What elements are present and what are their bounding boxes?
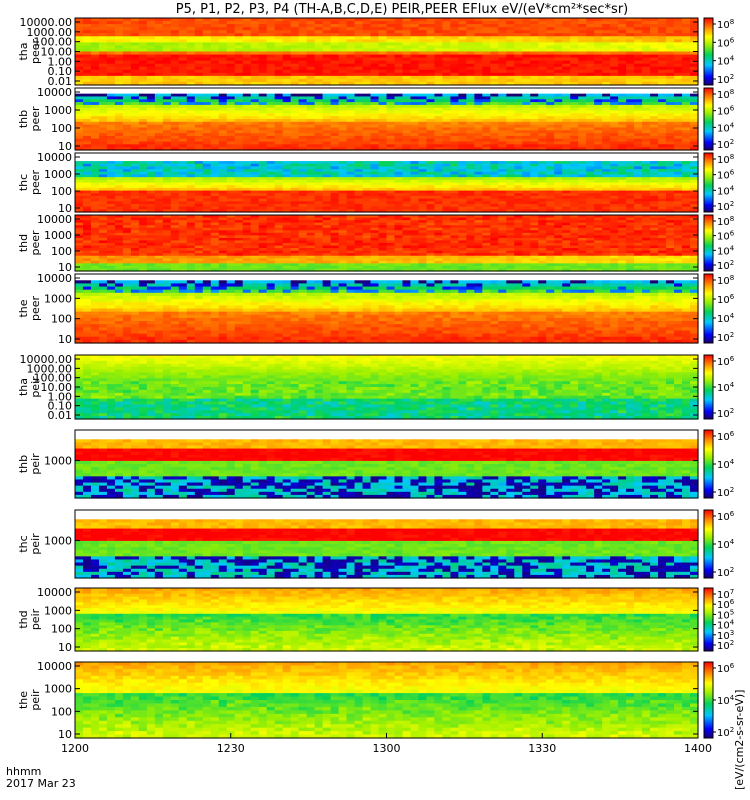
panel-thc-peer: 10000100010010thc peer108106104102 <box>17 151 735 215</box>
colorbar-tick-label: 108 <box>717 88 734 101</box>
colorbar-tick-label: 104 <box>717 121 735 134</box>
heatmap-cells <box>75 153 699 213</box>
panel-label-type: peer <box>29 106 42 132</box>
colorbar <box>704 88 713 150</box>
colorbar-tick-label: 102 <box>717 73 734 86</box>
heatmap-cells <box>75 18 699 86</box>
colorbar-tick-label: 102 <box>717 138 734 151</box>
y-tick-label: 10000 <box>37 86 72 99</box>
panel-tha-peer: 10000.001000.00100.0010.001.000.100.01th… <box>17 16 735 88</box>
colorbar-tick-label: 108 <box>717 18 734 31</box>
y-tick-label: 100 <box>51 122 72 135</box>
panel-label-type: peer <box>29 39 42 65</box>
figure-title: P5, P1, P2, P3, P4 (TH-A,B,C,D,E) PEIR,P… <box>176 2 629 17</box>
spectrogram-figure: P5, P1, P2, P3, P4 (TH-A,B,C,D,E) PEIR,P… <box>0 0 750 800</box>
colorbar <box>704 18 713 85</box>
y-tick-label: 1000 <box>44 104 72 117</box>
colorbar-tick-label: 106 <box>717 36 735 49</box>
colorbar-tick-label: 104 <box>717 55 735 68</box>
heatmap-cells <box>75 88 699 151</box>
colorbar-tick-label: 106 <box>717 105 735 118</box>
